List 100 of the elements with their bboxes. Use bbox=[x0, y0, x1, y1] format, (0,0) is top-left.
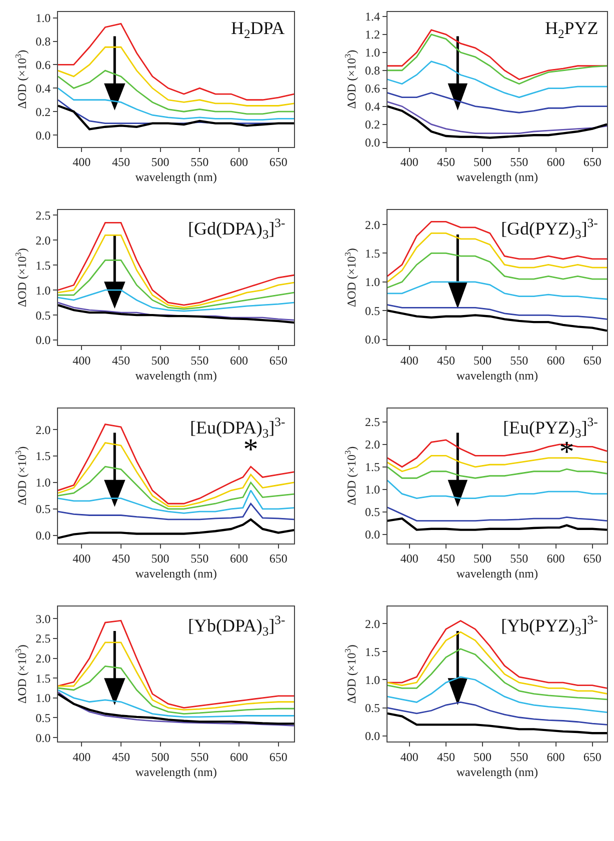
line-series bbox=[58, 259, 294, 310]
y-tick-label: 0.2 bbox=[365, 118, 380, 132]
y-tick-label: 2.5 bbox=[36, 208, 51, 222]
line-series bbox=[58, 642, 294, 711]
x-tick-label: 500 bbox=[151, 750, 170, 764]
x-tick-label: 450 bbox=[436, 552, 455, 566]
x-tick-label: 600 bbox=[230, 552, 248, 566]
y-tick-label: 0.0 bbox=[365, 527, 380, 542]
y-tick-label: 1.0 bbox=[365, 46, 380, 60]
x-tick-label: 550 bbox=[510, 155, 528, 170]
x-tick-label: 600 bbox=[230, 750, 248, 764]
x-tick-label: 400 bbox=[400, 353, 418, 368]
y-tick-label: 1.0 bbox=[365, 275, 380, 290]
x-axis-title: wavelength (nm) bbox=[135, 368, 217, 382]
y-tick-label: 2.0 bbox=[365, 218, 380, 232]
y-tick-label: 1.5 bbox=[36, 671, 51, 686]
y-tick-label: 1.0 bbox=[36, 283, 51, 298]
x-axis-title: wavelength (nm) bbox=[135, 566, 217, 581]
line-series bbox=[58, 304, 294, 324]
line-series bbox=[387, 60, 607, 98]
y-tick-label: 0.0 bbox=[36, 128, 51, 142]
y-tick-label: 0.0 bbox=[36, 730, 51, 745]
y-tick-label: 0.0 bbox=[365, 332, 380, 346]
line-series bbox=[58, 518, 294, 540]
y-tick-label: 2.5 bbox=[36, 632, 51, 646]
y-tick-label: 0.8 bbox=[36, 34, 51, 48]
y-tick-label: 0.4 bbox=[36, 81, 51, 96]
line-series bbox=[387, 439, 607, 468]
x-tick-label: 550 bbox=[190, 353, 209, 368]
x-tick-label: 500 bbox=[151, 353, 170, 368]
x-tick-label: 550 bbox=[510, 750, 528, 764]
x-tick-label: 400 bbox=[400, 552, 418, 566]
line-series bbox=[58, 689, 294, 718]
text: [Yb(PYZ)$_{3}$]$^{3-}$ bbox=[501, 613, 598, 638]
x-tick-label: 600 bbox=[230, 353, 248, 368]
line-series bbox=[387, 517, 607, 531]
y-tick-label: 0.0 bbox=[36, 333, 51, 348]
x-tick-label: 400 bbox=[400, 750, 418, 764]
y-tick-label: 2.0 bbox=[365, 616, 380, 631]
x-tick-label: 600 bbox=[546, 552, 565, 566]
line-series bbox=[58, 289, 294, 312]
x-tick-label: 600 bbox=[546, 155, 565, 170]
y-tick-label: 0.6 bbox=[36, 58, 51, 72]
x-axis-title: wavelength (nm) bbox=[456, 368, 538, 382]
chart-title: H$_{2}$PYZ bbox=[545, 18, 598, 41]
x-tick-label: 550 bbox=[190, 750, 209, 764]
x-tick-label: 650 bbox=[269, 750, 288, 764]
y-tick-label: 3.0 bbox=[36, 612, 51, 626]
text: [Gd(DPA)$_{3}$]$^{3-}$ bbox=[188, 216, 286, 242]
x-tick-label: 500 bbox=[474, 552, 492, 566]
y-tick-label: 1.4 bbox=[365, 10, 380, 24]
x-tick-label: 650 bbox=[583, 750, 602, 764]
chart-title: H$_{2}$DPA bbox=[231, 18, 285, 41]
y-tick-label: 0.0 bbox=[365, 135, 380, 150]
y-tick-label: 1.5 bbox=[36, 258, 51, 272]
line-series bbox=[387, 712, 607, 734]
x-tick-label: 500 bbox=[151, 155, 170, 170]
x-axis-title: wavelength (nm) bbox=[456, 764, 538, 779]
line-series bbox=[387, 648, 607, 700]
line-series bbox=[387, 281, 607, 300]
x-tick-label: 450 bbox=[436, 155, 455, 170]
x-tick-label: 400 bbox=[72, 750, 91, 764]
y-tick-label: 2.0 bbox=[36, 651, 51, 666]
y-tick-label: 1.5 bbox=[365, 460, 380, 474]
x-tick-label: 600 bbox=[546, 750, 565, 764]
x-tick-label: 650 bbox=[583, 552, 602, 566]
y-tick-label: 0.8 bbox=[365, 64, 380, 78]
x-tick-label: 500 bbox=[474, 155, 492, 170]
y-tick-label: 0.0 bbox=[365, 729, 380, 744]
x-tick-label: 600 bbox=[230, 155, 248, 170]
line-series bbox=[58, 490, 294, 514]
x-tick-label: 550 bbox=[190, 155, 209, 170]
line-series bbox=[387, 454, 607, 472]
x-tick-label: 550 bbox=[510, 353, 528, 368]
line-series bbox=[387, 480, 607, 500]
line-series bbox=[387, 304, 607, 320]
y-tick-label: 1.5 bbox=[365, 246, 380, 260]
x-tick-label: 600 bbox=[546, 353, 565, 368]
x-tick-label: 500 bbox=[151, 552, 170, 566]
x-tick-label: 450 bbox=[112, 155, 130, 170]
y-tick-label: 1.0 bbox=[365, 672, 380, 687]
x-tick-label: 500 bbox=[474, 353, 492, 368]
x-tick-label: 650 bbox=[583, 155, 602, 170]
x-tick-label: 500 bbox=[474, 750, 492, 764]
y-tick-label: 2.0 bbox=[36, 233, 51, 248]
line-series bbox=[387, 310, 607, 332]
line-series bbox=[58, 104, 294, 130]
y-tick-label: 0.5 bbox=[365, 701, 380, 716]
y-tick-label: 0.2 bbox=[36, 104, 51, 119]
y-tick-label: 0.0 bbox=[36, 528, 51, 543]
x-tick-label: 450 bbox=[436, 750, 455, 764]
y-tick-label: 0.5 bbox=[36, 502, 51, 516]
y-tick-label: 0.5 bbox=[36, 710, 51, 725]
line-series bbox=[58, 502, 294, 520]
x-tick-label: 450 bbox=[436, 353, 455, 368]
y-tick-label: 0.4 bbox=[365, 100, 380, 114]
y-tick-label: 1.2 bbox=[365, 28, 380, 42]
line-series bbox=[387, 702, 607, 726]
x-axis-title: wavelength (nm) bbox=[135, 764, 217, 779]
x-tick-label: 650 bbox=[269, 155, 288, 170]
